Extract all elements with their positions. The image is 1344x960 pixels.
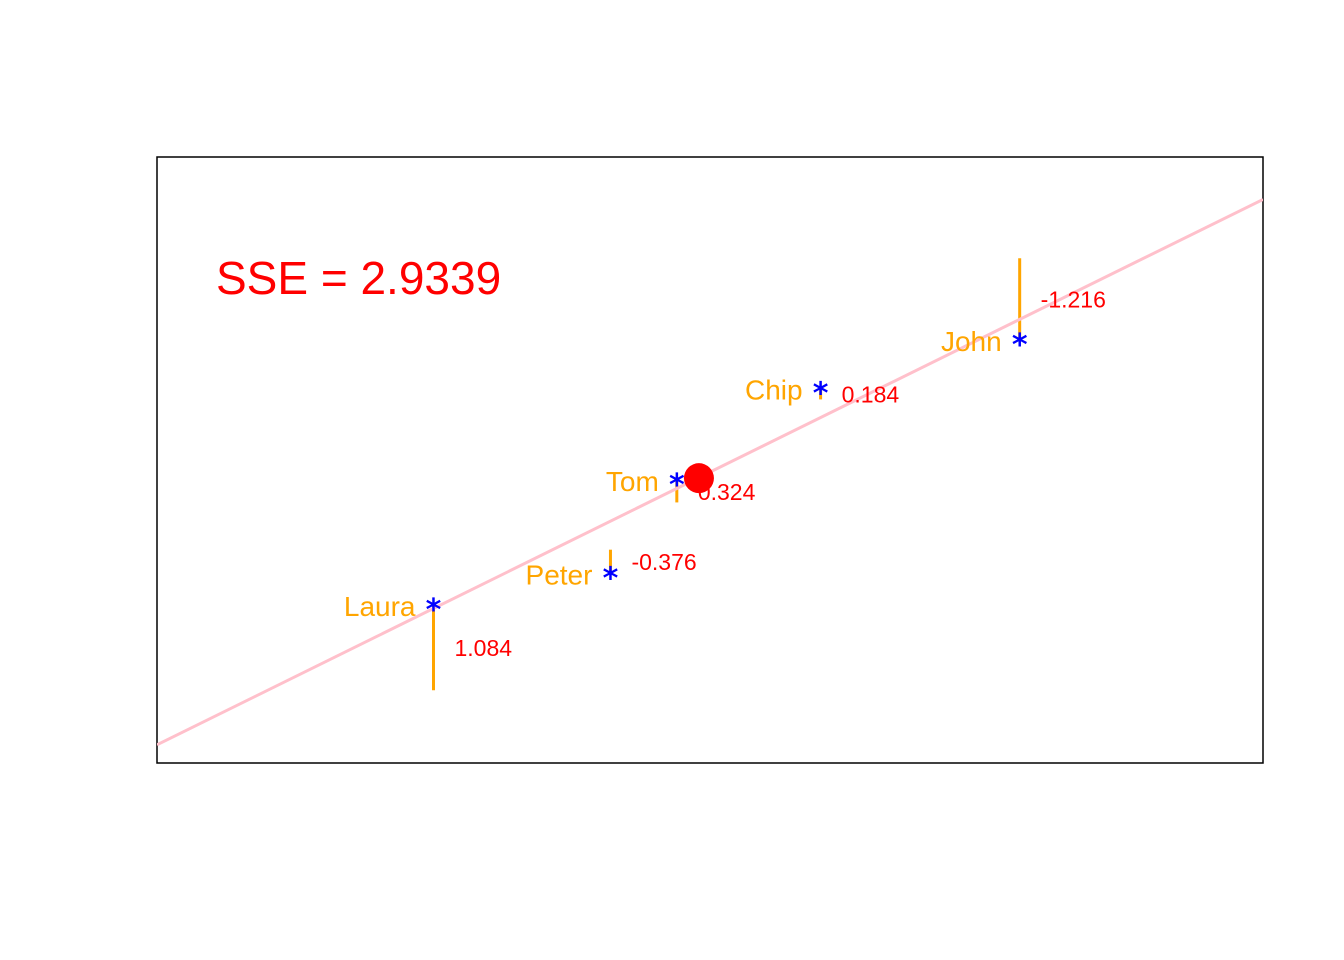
data-point: *: [426, 593, 442, 628]
data-point: *: [1012, 328, 1028, 363]
mean-point: [683, 463, 714, 494]
data-point: *: [813, 377, 829, 412]
sse-annotation: SSE = 2.9339: [216, 252, 501, 304]
residual-label: 1.084: [455, 635, 513, 661]
plot-area: * Laura 1.084 * Peter -0.376 * Tom 0.324 * Chip 0.1…: [157, 198, 1263, 747]
point-label: Laura: [344, 591, 416, 622]
residual-label: 0.184: [842, 382, 900, 408]
point-label: Chip: [745, 375, 803, 406]
residual-label: -0.376: [631, 549, 696, 575]
point-label: Peter: [526, 560, 593, 591]
data-point: *: [669, 468, 685, 503]
point-label: Tom: [606, 466, 659, 497]
point-label: John: [941, 326, 1002, 357]
data-point: *: [603, 562, 619, 597]
plot-frame: [156, 156, 1264, 764]
residual-label: -1.216: [1041, 287, 1106, 313]
residual-label: 0.324: [698, 479, 756, 505]
